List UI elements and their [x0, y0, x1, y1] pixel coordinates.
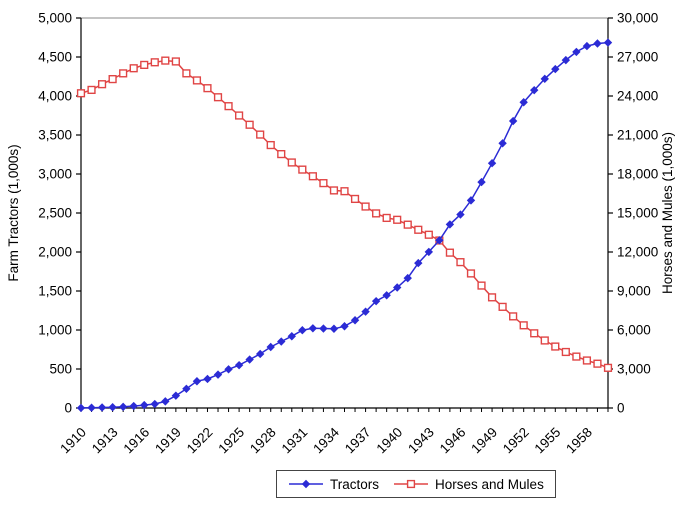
- svg-text:1910: 1910: [57, 425, 89, 457]
- svg-text:5,000: 5,000: [38, 11, 72, 26]
- svg-text:1946: 1946: [437, 425, 469, 457]
- svg-text:1934: 1934: [310, 424, 342, 456]
- svg-text:1916: 1916: [121, 425, 153, 457]
- svg-text:18,000: 18,000: [617, 167, 658, 182]
- svg-text:1919: 1919: [152, 425, 184, 457]
- svg-text:1958: 1958: [563, 425, 595, 457]
- svg-text:9,000: 9,000: [617, 284, 651, 299]
- svg-text:4,500: 4,500: [38, 50, 72, 65]
- svg-text:1952: 1952: [500, 425, 532, 457]
- svg-text:4,000: 4,000: [38, 89, 72, 104]
- plot-area: 0 500 1,000 1,500 2,000 2,500 3,000 3,500 4,000 4…: [38, 11, 658, 457]
- svg-text:1,500: 1,500: [38, 284, 72, 299]
- svg-text:30,000: 30,000: [617, 11, 658, 26]
- series-line-horses-and-mules: [80, 59, 609, 369]
- legend-entry-horses-and-mules: Horses and Mules: [393, 477, 544, 492]
- svg-text:1943: 1943: [405, 425, 437, 457]
- left-axis-title: Farm Tractors (1,000s): [6, 144, 21, 282]
- svg-text:2,000: 2,000: [38, 245, 72, 260]
- svg-text:1937: 1937: [342, 425, 374, 457]
- right-axis-ticks: 0 3,000 6,000 9,000 12,000 15,000 18,000 21,000…: [608, 11, 658, 416]
- svg-text:21,000: 21,000: [617, 128, 658, 143]
- svg-text:15,000: 15,000: [617, 206, 658, 221]
- svg-text:12,000: 12,000: [617, 245, 658, 260]
- svg-text:1940: 1940: [373, 425, 405, 457]
- svg-text:3,500: 3,500: [38, 128, 72, 143]
- tractors-line-marker-icon: [289, 479, 323, 489]
- legend-entry-tractors: Tractors: [288, 477, 379, 492]
- svg-text:1955: 1955: [532, 425, 564, 457]
- svg-text:6,000: 6,000: [617, 323, 651, 338]
- svg-text:1925: 1925: [215, 425, 247, 457]
- svg-text:1949: 1949: [468, 425, 500, 457]
- svg-text:3,000: 3,000: [617, 362, 651, 377]
- right-axis-title: Horses and Mules (1,000s): [660, 131, 675, 295]
- horses-and-mules-line-marker-icon: [394, 479, 429, 489]
- svg-text:1913: 1913: [89, 425, 121, 457]
- legend: Tractors Horses and Mules: [276, 470, 556, 498]
- svg-text:2,500: 2,500: [38, 206, 72, 221]
- x-axis-labels: 1910 1913 1916 1919 1922 1925 1928 1931 1934 1937…: [57, 424, 595, 456]
- svg-text:27,000: 27,000: [617, 50, 658, 65]
- series-line-tractors: [80, 41, 609, 409]
- svg-text:0: 0: [617, 401, 625, 416]
- svg-text:1,000: 1,000: [38, 323, 72, 338]
- svg-text:3,000: 3,000: [38, 167, 72, 182]
- series-markers-tractors: [76, 38, 613, 413]
- svg-text:1928: 1928: [247, 425, 279, 457]
- legend-label-horses-and-mules: Horses and Mules: [435, 476, 544, 492]
- svg-text:24,000: 24,000: [617, 89, 658, 104]
- svg-text:0: 0: [64, 401, 72, 416]
- legend-label-tractors: Tractors: [330, 476, 380, 492]
- svg-text:1931: 1931: [279, 425, 311, 457]
- svg-text:500: 500: [49, 362, 72, 377]
- svg-text:1922: 1922: [184, 425, 216, 457]
- left-axis-ticks: 0 500 1,000 1,500 2,000 2,500 3,000 3,500 4,000 4…: [38, 11, 81, 416]
